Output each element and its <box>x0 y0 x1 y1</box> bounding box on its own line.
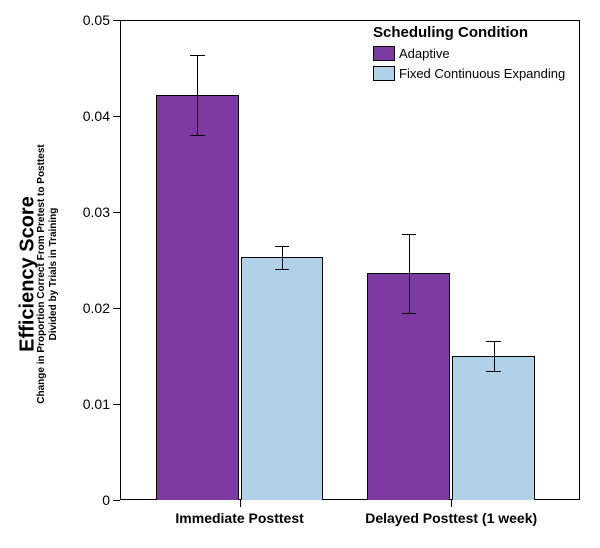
y-axis-subtitle-line1: Change in Proportion Correct From Pretes… <box>36 144 47 403</box>
legend-title: Scheduling Condition <box>373 24 568 41</box>
error-cap-upper <box>402 234 417 235</box>
axis-top <box>120 20 580 21</box>
legend-swatch <box>373 66 395 81</box>
error-cap-upper <box>275 246 290 247</box>
x-tick-label: Delayed Posttest (1 week) <box>365 500 537 526</box>
bar <box>452 356 535 500</box>
legend-label: Adaptive <box>399 46 450 61</box>
y-tick-label: 0.04 <box>83 108 120 124</box>
error-bar <box>282 246 283 269</box>
y-tick-label: 0.05 <box>83 12 120 28</box>
error-cap-lower <box>190 135 205 136</box>
y-axis-subtitle-line2: Divided by Trials in Training <box>48 208 59 341</box>
error-cap-lower <box>275 269 290 270</box>
y-axis-subtitle: Change in Proportion Correct From Pretes… <box>36 144 60 403</box>
plot-area: Scheduling Condition Adaptive Fixed Conti… <box>120 20 580 500</box>
y-axis-label-block: Efficiency Score Change in Proportion Co… <box>0 0 56 548</box>
axis-left <box>120 20 121 500</box>
error-bar <box>409 234 410 313</box>
error-cap-upper <box>190 55 205 56</box>
error-bar <box>494 341 495 372</box>
chart-container: Efficiency Score Change in Proportion Co… <box>0 0 600 548</box>
legend: Scheduling Condition Adaptive Fixed Conti… <box>373 24 568 83</box>
legend-item: Fixed Continuous Expanding <box>373 63 568 83</box>
bar <box>156 95 239 500</box>
legend-item: Adaptive <box>373 43 568 63</box>
legend-swatch <box>373 46 395 61</box>
axis-right <box>579 20 580 500</box>
y-tick-label: 0.02 <box>83 300 120 316</box>
error-cap-upper <box>486 341 501 342</box>
legend-label: Fixed Continuous Expanding <box>399 66 565 81</box>
bar <box>241 257 324 500</box>
y-tick-label: 0.03 <box>83 204 120 220</box>
error-bar <box>197 55 198 136</box>
error-cap-lower <box>402 313 417 314</box>
y-tick-label: 0 <box>102 492 120 508</box>
x-tick-label: Immediate Posttest <box>175 500 303 526</box>
error-cap-lower <box>486 371 501 372</box>
y-tick-label: 0.01 <box>83 396 120 412</box>
